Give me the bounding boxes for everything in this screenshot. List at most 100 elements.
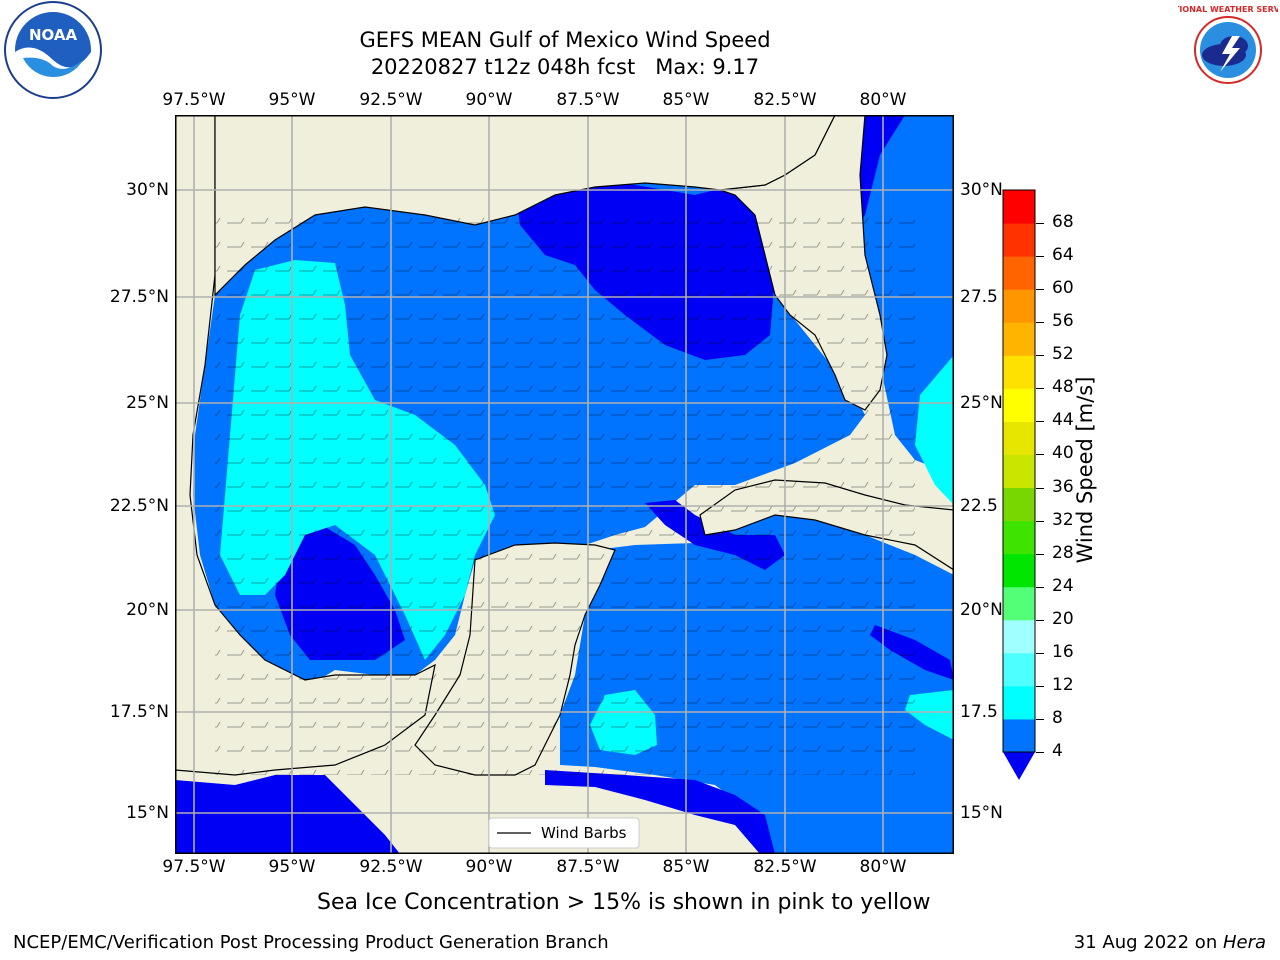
colorbar-tick-mark — [1036, 553, 1044, 555]
noaa-logo: NOAA — [4, 1, 102, 99]
colorbar-segment — [1003, 487, 1035, 522]
lat-tick-left-4: 22.5°N — [109, 496, 169, 516]
nws-logo-text: NATIONAL WEATHER SERVICE — [1178, 5, 1278, 14]
lon-tick-top-6: 85°W — [662, 90, 710, 110]
colorbar-segment — [1003, 685, 1035, 720]
colorbar-segment — [1003, 520, 1035, 555]
chart-title-line1: GEFS MEAN Gulf of Mexico Wind Speed — [359, 28, 771, 52]
colorbar-segment — [1003, 388, 1035, 422]
colorbar-segment — [1003, 421, 1035, 455]
colorbar-tick-label: 60 — [1052, 278, 1074, 299]
colorbar-tick-mark — [1036, 652, 1044, 654]
colorbar-title: Wind Speed [m/s] — [1073, 376, 1097, 564]
map-frame — [175, 115, 954, 854]
colorbar-extend-arrow — [1003, 752, 1035, 780]
wind-barb-field — [215, 215, 915, 775]
colorbar-tick-mark — [1036, 586, 1044, 588]
lon-tick-top-8: 80°W — [859, 90, 907, 110]
lat-tick-right-1: 30°N — [960, 180, 1003, 200]
lat-tick-left-7: 15°N — [126, 803, 169, 823]
map-gridlines — [175, 115, 954, 854]
lon-tick-top-3: 92.5°W — [359, 90, 423, 110]
colorbar-segment — [1003, 256, 1035, 290]
colorbar-tick-mark — [1036, 421, 1044, 423]
colorbar-segment — [1003, 718, 1035, 753]
honduras-wind-band-lt4 — [545, 770, 775, 854]
colorbar-segment — [1003, 289, 1035, 323]
colorbar-segment — [1003, 454, 1035, 489]
colorbar-segment — [1003, 586, 1035, 621]
colorbar-tick-mark — [1036, 718, 1044, 720]
colorbar-tick-label: 52 — [1052, 344, 1074, 365]
lat-tick-right-2: 27.5 — [960, 287, 998, 307]
colorbar-tick-mark — [1036, 256, 1044, 258]
lon-tick-top-4: 90°W — [465, 90, 513, 110]
colorbar-tick-mark — [1036, 454, 1044, 456]
lat-tick-left-5: 20°N — [126, 600, 169, 620]
nws-logo: NATIONAL WEATHER SERVICE — [1178, 2, 1278, 98]
lon-tick-top-1: 97.5°W — [162, 90, 226, 110]
colorbar-segment — [1003, 652, 1035, 687]
colorbar-segment — [1003, 553, 1035, 588]
colorbar-tick-mark — [1036, 289, 1044, 291]
colorbar-tick-mark — [1036, 619, 1044, 621]
credit-date-text: 31 Aug 2022 on — [1073, 932, 1223, 953]
colorbar-tick-label: 48 — [1052, 377, 1074, 398]
lat-tick-left-1: 30°N — [126, 180, 169, 200]
lat-tick-left-3: 25°N — [126, 393, 169, 413]
sea-ice-note: Sea Ice Concentration > 15% is shown in … — [317, 890, 931, 915]
colorbar-segment — [1003, 223, 1035, 257]
colorbar-segment — [1003, 322, 1035, 356]
lon-tick-bottom-1: 97.5°W — [162, 857, 226, 877]
lat-tick-right-3: 25°N — [960, 393, 1003, 413]
chart-title-line2: 20220827 t12z 048h fcst Max: 9.17 — [370, 55, 760, 79]
lon-tick-top-5: 87.5°W — [556, 90, 620, 110]
noaa-logo-text: NOAA — [29, 26, 78, 44]
credit-host: Hera — [1222, 932, 1266, 953]
colorbar-tick-label: 12 — [1052, 674, 1074, 695]
lon-tick-bottom-2: 95°W — [268, 857, 316, 877]
jamaica-wind-band-8-12 — [905, 690, 954, 740]
colorbar-tick-label: 36 — [1052, 476, 1074, 497]
lon-tick-bottom-7: 82.5°W — [753, 857, 817, 877]
colorbar-tick-mark — [1036, 520, 1044, 522]
colorbar-tick-label: 20 — [1052, 608, 1074, 629]
colorbar-segment — [1003, 619, 1035, 654]
bahamas-wind-band-8-12 — [915, 355, 954, 505]
colorbar-tick-label: 56 — [1052, 311, 1074, 332]
map-legend: Wind Barbs — [488, 817, 640, 849]
legend-label: Wind Barbs — [541, 824, 627, 842]
colorbar — [1002, 189, 1036, 780]
colorbar-tick-label: 68 — [1052, 212, 1074, 233]
colorbar-tick-label: 4 — [1052, 741, 1063, 761]
lon-tick-bottom-5: 87.5°W — [556, 857, 620, 877]
colorbar-tick-mark — [1036, 752, 1044, 753]
lon-tick-top-2: 95°W — [268, 90, 316, 110]
lon-tick-bottom-6: 85°W — [662, 857, 710, 877]
colorbar-tick-mark — [1036, 388, 1044, 390]
lat-tick-left-6: 17.5°N — [109, 702, 169, 722]
colorbar-tick-label: 64 — [1052, 245, 1074, 266]
colorbar-tick-label: 32 — [1052, 509, 1074, 530]
colorbar-tick-mark — [1036, 322, 1044, 324]
colorbar-tick-label: 16 — [1052, 641, 1074, 662]
credit-date: 31 Aug 2022 on Hera — [1074, 932, 1266, 953]
pacific-wind-band-lt4 — [175, 775, 400, 854]
lat-tick-right-6: 17.5 — [960, 702, 998, 722]
lat-tick-right-5: 20°N — [960, 600, 1003, 620]
lon-tick-top-7: 82.5°W — [753, 90, 817, 110]
credit-branch: NCEP/EMC/Verification Post Processing Pr… — [13, 932, 609, 953]
colorbar-tick-label: 40 — [1052, 443, 1074, 464]
lat-tick-right-7: 15°N — [960, 803, 1003, 823]
colorbar-tick-mark — [1036, 355, 1044, 357]
wind-speed-map: Wind Barbs — [175, 115, 954, 854]
colorbar-tick-mark — [1036, 685, 1044, 687]
colorbar-tick-label: 8 — [1052, 707, 1063, 728]
colorbar-tick-mark — [1036, 487, 1044, 489]
lat-tick-left-2: 27.5°N — [109, 287, 169, 307]
colorbar-tick-label: 28 — [1052, 542, 1074, 563]
lon-tick-bottom-8: 80°W — [859, 857, 907, 877]
colorbar-frame — [1002, 189, 1036, 753]
colorbar-tick-label: 24 — [1052, 575, 1074, 596]
lon-tick-bottom-4: 90°W — [465, 857, 513, 877]
